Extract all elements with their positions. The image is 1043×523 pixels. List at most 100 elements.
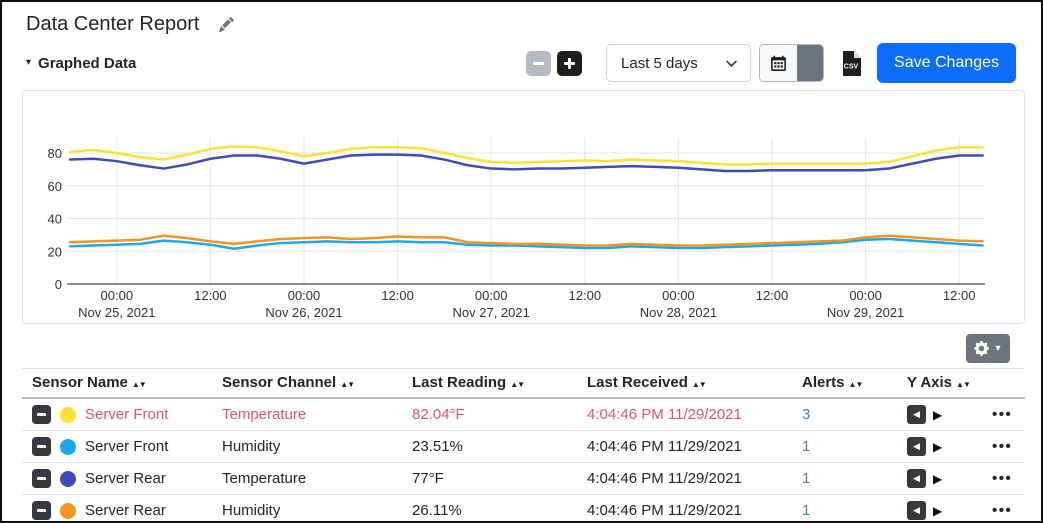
svg-text:12:00: 12:00: [194, 288, 227, 303]
sensor-name: Server Front: [85, 406, 169, 423]
y-axis-right-button[interactable]: ▶: [933, 503, 943, 518]
table-settings-button[interactable]: ▼: [966, 334, 1010, 363]
svg-text:Nov 26, 2021: Nov 26, 2021: [265, 305, 342, 320]
sort-icons[interactable]: ▲▼: [131, 380, 147, 389]
svg-text:60: 60: [48, 179, 62, 194]
sensor-name: Server Front: [85, 438, 169, 455]
series-color-swatch: [60, 470, 76, 487]
alerts-count-link[interactable]: 1: [802, 438, 811, 455]
header-y-axis[interactable]: Y Axis ▲▼: [897, 368, 982, 399]
last-reading: 82.04°F: [402, 398, 577, 431]
alerts-count-link[interactable]: 1: [802, 470, 811, 487]
remove-sensor-button[interactable]: [32, 469, 51, 488]
svg-text:40: 40: [48, 212, 62, 227]
sensor-name: Server Rear: [85, 502, 166, 519]
last-received: 4:04:46 PM 11/29/2021: [577, 494, 792, 521]
graphed-data-toggle[interactable]: ▾ Graphed Data: [26, 55, 136, 72]
sort-icons[interactable]: ▲▼: [848, 380, 864, 389]
y-axis-right-button[interactable]: ▶: [933, 439, 943, 454]
svg-text:Nov 28, 2021: Nov 28, 2021: [640, 305, 717, 320]
row-menu-ellipsis-button[interactable]: •••: [992, 438, 1013, 455]
svg-text:00:00: 00:00: [288, 288, 321, 303]
last-reading: 77°F: [402, 462, 577, 495]
y-axis-left-button[interactable]: ◀: [907, 469, 926, 488]
header-sensor-channel[interactable]: Sensor Channel ▲▼: [212, 368, 402, 399]
y-axis-left-button[interactable]: ◀: [907, 405, 926, 424]
y-axis-left-button[interactable]: ◀: [907, 437, 926, 456]
header-last-received[interactable]: Last Received ▲▼: [577, 368, 792, 399]
sort-icons[interactable]: ▲▼: [956, 380, 971, 389]
minus-icon: [37, 445, 46, 448]
save-changes-button[interactable]: Save Changes: [877, 43, 1016, 83]
svg-text:12:00: 12:00: [756, 288, 789, 303]
sensor-channel: Humidity: [212, 430, 402, 463]
sensor-table-row: Server Front Humidity 23.51% 4:04:46 PM …: [22, 430, 1025, 463]
alerts-count-link[interactable]: 1: [802, 502, 811, 519]
header-sensor-name[interactable]: Sensor Name ▲▼: [22, 368, 212, 399]
last-reading: 23.51%: [402, 430, 577, 463]
sort-icons[interactable]: ▲▼: [691, 380, 707, 389]
row-menu-ellipsis-button[interactable]: •••: [992, 406, 1013, 423]
sensors-table: Sensor Name ▲▼ Sensor Channel ▲▼ Last Read…: [22, 368, 1025, 521]
sensor-table-row: Server Rear Humidity 26.11% 4:04:46 PM 1…: [22, 494, 1025, 521]
sort-icons[interactable]: ▲▼: [340, 380, 355, 389]
edit-title-pencil-icon[interactable]: [219, 17, 235, 32]
gear-icon: [973, 341, 989, 356]
section-title: Graphed Data: [38, 54, 137, 72]
date-range-value: Last 5 days: [621, 54, 698, 72]
minus-icon: [37, 477, 46, 480]
table-header-row: Sensor Name ▲▼ Sensor Channel ▲▼ Last Read…: [22, 368, 1025, 399]
remove-sensor-button[interactable]: [32, 437, 51, 456]
series-color-swatch: [60, 406, 76, 423]
zoom-out-button[interactable]: [526, 50, 552, 76]
sensor-table-row: Server Rear Temperature 77°F 4:04:46 PM …: [22, 462, 1025, 495]
sensor-channel: Humidity: [212, 494, 402, 521]
minus-icon: [37, 413, 46, 416]
sensor-channel: Temperature: [212, 398, 402, 431]
y-axis-right-button[interactable]: ▶: [933, 407, 943, 422]
svg-text:0: 0: [55, 277, 62, 292]
y-axis-left-button[interactable]: ◀: [907, 501, 926, 520]
last-received: 4:04:46 PM 11/29/2021: [577, 462, 792, 495]
minus-icon: [533, 61, 545, 65]
series-color-swatch: [60, 502, 76, 519]
gear-caret-down-icon: ▼: [993, 343, 1003, 353]
sensor-name: Server Rear: [85, 470, 166, 487]
svg-text:00:00: 00:00: [101, 288, 134, 303]
sensor-channel: Temperature: [212, 462, 402, 495]
chart-toolbar: Last 5 days: [526, 43, 1016, 83]
svg-text:80: 80: [48, 146, 62, 161]
header-last-reading[interactable]: Last Reading ▲▼: [402, 368, 577, 399]
y-axis-right-button[interactable]: ▶: [933, 471, 943, 486]
header-alerts[interactable]: Alerts ▲▼: [792, 368, 897, 399]
date-range-select[interactable]: Last 5 days: [606, 44, 752, 82]
export-csv-button[interactable]: CSV: [841, 50, 862, 76]
csv-file-icon: CSV: [843, 50, 862, 76]
svg-text:12:00: 12:00: [943, 288, 976, 303]
chevron-down-icon: [726, 60, 737, 67]
svg-text:Nov 27, 2021: Nov 27, 2021: [453, 305, 530, 320]
sort-icons[interactable]: ▲▼: [510, 380, 525, 389]
row-menu-ellipsis-button[interactable]: •••: [992, 470, 1013, 487]
svg-text:CSV: CSV: [844, 63, 859, 70]
plus-icon: [563, 57, 576, 70]
row-menu-ellipsis-button[interactable]: •••: [992, 502, 1013, 519]
svg-text:00:00: 00:00: [849, 288, 882, 303]
alerts-count-link[interactable]: 3: [802, 406, 811, 423]
zoom-in-button[interactable]: [557, 50, 583, 76]
sensor-table-row: Server Front Temperature 82.04°F 4:04:46…: [22, 398, 1025, 431]
remove-sensor-button[interactable]: [32, 501, 51, 520]
series-color-swatch: [60, 438, 76, 455]
sensor-line-chart[interactable]: 0 20 40 60 80 00:00 Nov 25, 2021 12:00 00:00 Nov …: [23, 91, 1024, 323]
svg-text:00:00: 00:00: [475, 288, 508, 303]
chart-panel: 0 20 40 60 80 00:00 Nov 25, 2021 12:00 00:00 Nov …: [22, 90, 1025, 324]
calendar-picker-button[interactable]: [759, 44, 825, 82]
calendar-picker-handle[interactable]: [797, 45, 824, 81]
page-header: Data Center Report: [26, 13, 235, 36]
section-caret-down-icon: ▾: [26, 57, 32, 68]
svg-text:12:00: 12:00: [381, 288, 414, 303]
svg-text:00:00: 00:00: [662, 288, 695, 303]
remove-sensor-button[interactable]: [32, 405, 51, 424]
svg-text:Nov 29, 2021: Nov 29, 2021: [827, 305, 904, 320]
